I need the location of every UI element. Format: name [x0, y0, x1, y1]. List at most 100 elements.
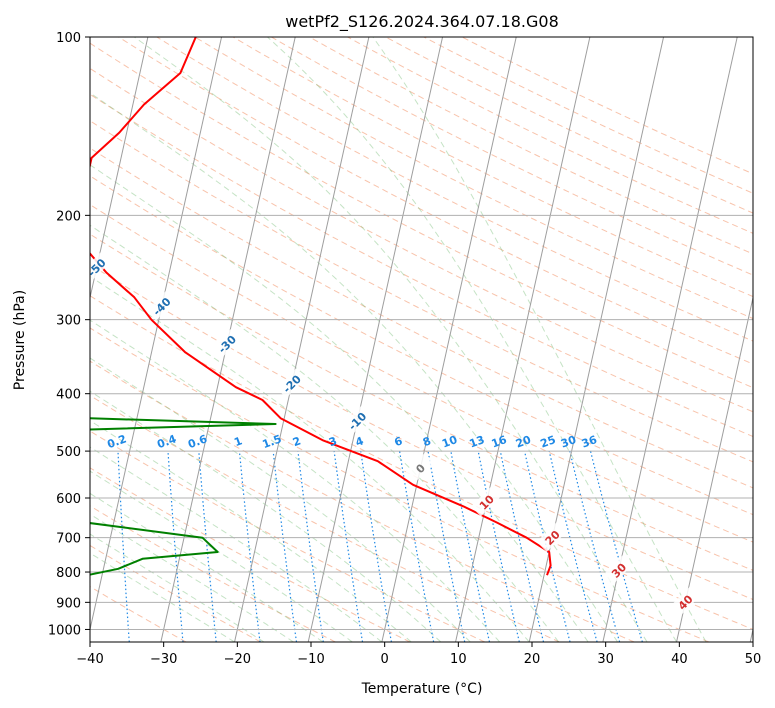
mixing-ratio-line	[450, 450, 491, 642]
mixing-ratio-line	[427, 450, 466, 642]
mixing-ratio-line	[297, 451, 324, 642]
isotherm-line	[455, 37, 591, 642]
x-tick-label: 0	[381, 652, 389, 667]
dry-adiabat	[90, 203, 753, 543]
mixing-ratio-label: 30	[559, 433, 578, 451]
y-axis-ticks: 100 200 300 400 500 600 700 800 900 1000	[48, 31, 90, 638]
dry-adiabat	[461, 37, 753, 175]
mixing-ratio-label: 20	[514, 433, 533, 451]
moist-adiabat	[90, 275, 530, 642]
moist-adiabat	[90, 470, 353, 642]
dry-adiabat	[90, 67, 753, 413]
dry-adiabat	[90, 93, 753, 438]
x-axis-ticks: −40 −30 −20 −10 0 10 20 30 40 50	[76, 642, 761, 667]
mixing-ratio-label: 25	[539, 433, 558, 450]
svg-text:-60: -60	[21, 216, 44, 239]
mixing-ratio-label: 0.4	[155, 432, 178, 451]
isotherm-label: -60	[16, 212, 46, 242]
dry-adiabat	[90, 430, 486, 642]
mixing-ratio-label: 0.2	[105, 432, 128, 451]
mixing-ratio-line	[238, 451, 261, 642]
mixing-ratio-label: 1.5	[261, 432, 284, 451]
dry-adiabat	[90, 120, 753, 463]
x-tick-label: −40	[76, 652, 103, 667]
sounding-series	[90, 37, 552, 576]
mixing-ratio-lines	[117, 450, 643, 642]
isotherm-line	[676, 295, 753, 642]
moist-adiabat	[90, 552, 235, 642]
mixing-ratio-label: 10	[440, 433, 459, 451]
dry-adiabat	[156, 37, 753, 342]
mixing-ratio-label: 16	[490, 433, 509, 451]
isotherm-line	[90, 37, 149, 301]
isotherm-label: -40	[146, 290, 176, 321]
moist-adiabat	[90, 533, 265, 642]
isotherm-label: -30	[211, 328, 242, 359]
mixing-ratio-label: 36	[580, 433, 599, 451]
sounding-line	[90, 37, 552, 576]
dry-adiabat	[90, 505, 336, 642]
mixing-ratio-label: 1	[232, 434, 244, 449]
isotherm-line	[90, 37, 223, 632]
isotherm-line	[749, 627, 753, 642]
plot-frame	[89, 36, 754, 643]
x-tick-label: 30	[597, 652, 614, 667]
y-tick-label: 600	[56, 492, 81, 507]
moist-adiabat	[90, 390, 442, 642]
y-axis-title: Pressure (hPa)	[12, 290, 28, 390]
mixing-ratio-line	[477, 450, 520, 642]
mixing-ratio-line	[167, 451, 184, 642]
dry-adiabat	[90, 360, 635, 642]
sounding-line	[90, 417, 277, 576]
isotherm-label: -50	[90, 252, 111, 282]
dry-adiabat	[90, 175, 753, 516]
mixing-ratio-line	[548, 450, 598, 642]
isotherm-line	[0, 37, 1, 642]
isotherm-line	[602, 37, 738, 642]
moist-adiabat	[90, 164, 589, 642]
y-tick-label: 300	[56, 314, 81, 329]
dry-adiabat	[309, 37, 753, 255]
x-tick-label: 40	[671, 652, 688, 667]
x-tick-label: 50	[745, 652, 762, 667]
isotherm-label: 30	[603, 554, 633, 585]
dry-adiabat	[423, 37, 753, 194]
mixing-ratio-line	[499, 450, 545, 642]
mixing-ratio-line	[272, 451, 298, 642]
y-tick-label: 400	[56, 388, 81, 403]
y-tick-label: 1000	[48, 623, 81, 638]
moist-adiabat	[90, 224, 560, 642]
moist-adiabat	[90, 492, 324, 642]
mixing-ratio-line	[569, 450, 621, 642]
isotherm-line	[234, 37, 370, 642]
mixing-ratio-label: 13	[468, 433, 487, 450]
mixing-ratio-label: 2	[291, 434, 303, 449]
dry-adiabat	[90, 586, 187, 642]
moist-adiabat	[90, 92, 619, 642]
mixing-ratio-label: 6	[393, 434, 405, 449]
mixing-ratio-line	[589, 450, 643, 642]
isotherm-label: 0	[404, 452, 435, 483]
plot-area: 0.10.20.40.611.52346810131620253036-100-…	[0, 37, 753, 642]
dry-adiabat	[90, 147, 753, 489]
mixing-ratio-line	[198, 451, 217, 642]
dry-adiabat	[347, 37, 753, 234]
dry-adiabats	[90, 37, 753, 642]
dry-adiabat	[194, 37, 753, 320]
moist-adiabat	[90, 446, 383, 642]
isotherms	[0, 37, 753, 642]
isotherm-line	[307, 37, 444, 642]
moist-adiabat	[372, 37, 707, 642]
chart-title: wetPf2_S126.2024.364.07.18.G08	[285, 12, 559, 32]
x-tick-label: 10	[450, 652, 467, 667]
mixing-ratio-label: 4	[354, 434, 366, 449]
moist-adiabat	[134, 37, 648, 642]
y-tick-label: 700	[56, 532, 81, 547]
x-tick-label: −30	[150, 652, 177, 667]
dry-adiabat	[90, 263, 753, 601]
x-tick-label: −20	[224, 652, 251, 667]
mixing-ratio-label: 8	[421, 434, 433, 449]
isotherm-label: -10	[341, 405, 372, 436]
dry-adiabat	[90, 467, 411, 642]
